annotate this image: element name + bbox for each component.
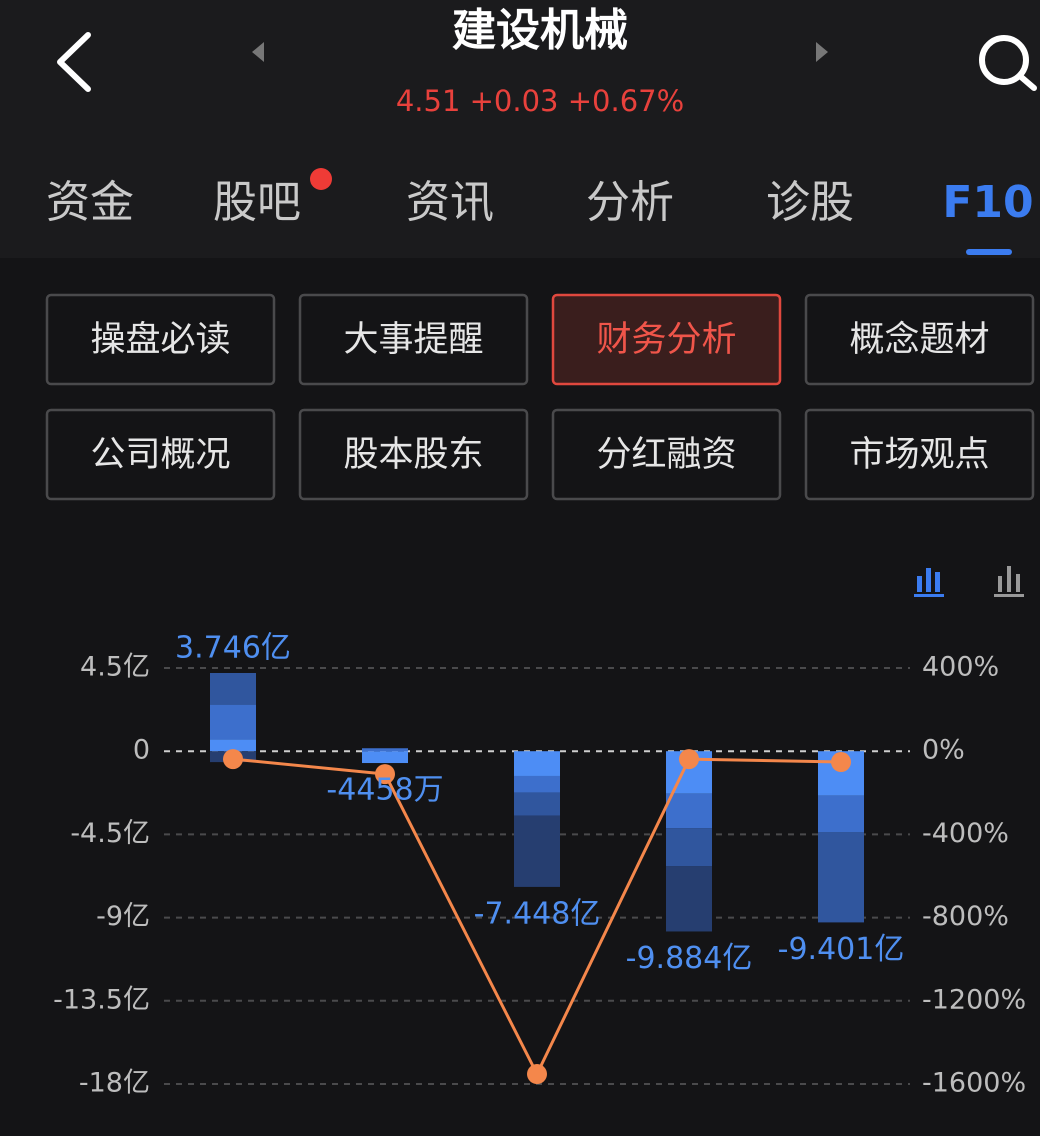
bar-segment: [362, 751, 408, 764]
tab[interactable]: F10: [942, 177, 1033, 228]
tabs: 资金 股吧 资讯 分析 诊股 F10: [46, 177, 1034, 228]
button-frame: [804, 293, 1035, 386]
chart-type-toggle: [914, 566, 1024, 597]
y2-tick-label: 400%: [922, 652, 999, 683]
y-tick-label: -4.5亿: [70, 818, 150, 849]
bar-segment: [514, 751, 560, 776]
menu-button[interactable]: 操盘必读: [45, 293, 276, 386]
icon-bar: [926, 568, 931, 592]
chart: 4.5亿0-4.5亿-9亿-13.5亿-18亿400%0%-400%-800%-…: [53, 630, 1026, 1098]
icon-bar: [998, 576, 1002, 592]
bar-segment: [210, 672, 256, 705]
value-label: -9.401亿: [778, 932, 905, 967]
menu-button[interactable]: 概念题材: [804, 293, 1035, 386]
button-label: 操盘必读: [90, 320, 230, 360]
bar-segment: [210, 704, 256, 740]
tab-indicator: [966, 249, 1012, 255]
badge-dot: [310, 168, 332, 190]
y2-tick-label: -800%: [922, 901, 1009, 932]
value-label: -7.448亿: [474, 896, 601, 931]
menu-button[interactable]: 大事提醒: [298, 293, 529, 386]
icon-bar: [917, 576, 922, 592]
next-stock[interactable]: [816, 42, 828, 62]
bar-segment: [514, 792, 560, 816]
y2-tick-label: -1200%: [922, 984, 1026, 1015]
button-label: 大事提醒: [343, 320, 483, 360]
bar-segment: [666, 793, 712, 829]
search-icon: [979, 35, 1029, 85]
y2-tick-label: 0%: [922, 735, 965, 766]
bar-segment: [818, 795, 864, 833]
icon-base: [914, 594, 944, 597]
y2-tick-label: -1600%: [922, 1068, 1026, 1099]
y2-tick-label: -400%: [922, 818, 1009, 849]
bar-segment: [818, 832, 864, 923]
button-label: 财务分析: [596, 320, 736, 360]
button-label: 公司概况: [90, 435, 230, 475]
tab[interactable]: 资金: [46, 177, 134, 228]
button-label: 股本股东: [343, 435, 483, 475]
menu-button[interactable]: 股本股东: [298, 408, 529, 501]
tab[interactable]: 资讯: [406, 177, 494, 228]
tab[interactable]: 股吧: [213, 177, 301, 228]
search-button[interactable]: [979, 35, 1037, 91]
bar-segment: [514, 775, 560, 793]
menu-button[interactable]: 财务分析: [551, 293, 782, 386]
button-label: 市场观点: [849, 435, 989, 475]
button-label: 分红融资: [596, 435, 736, 475]
menu-button[interactable]: 分红融资: [551, 408, 782, 501]
icon-base: [994, 594, 1024, 597]
button-frame: [551, 408, 782, 501]
menu-button[interactable]: 公司概况: [45, 408, 276, 501]
button-frame: [45, 293, 276, 386]
tab[interactable]: 诊股: [766, 177, 854, 228]
menu-button[interactable]: 市场观点: [804, 408, 1035, 501]
line-point: [831, 752, 851, 773]
bar-segment: [362, 748, 408, 752]
button-frame: [804, 408, 1035, 501]
icon-bar: [1007, 566, 1011, 592]
line-point: [679, 749, 699, 770]
y-tick-label: -9亿: [96, 901, 150, 932]
stacked-icon[interactable]: [914, 568, 944, 597]
y-tick-label: 0: [133, 735, 150, 766]
back-button[interactable]: [57, 32, 91, 92]
y-tick-label: -18亿: [79, 1068, 150, 1099]
line-point: [527, 1064, 547, 1085]
stock-title: 建设机械: [452, 5, 628, 56]
stock-quote: 4.51 +0.03 +0.67%: [396, 84, 684, 118]
y-tick-label: 4.5亿: [80, 652, 150, 683]
tab[interactable]: 分析: [586, 177, 674, 228]
button-frame: [45, 408, 276, 501]
prev-stock[interactable]: [252, 42, 264, 62]
bar-segment: [210, 739, 256, 752]
button-frame: [551, 293, 782, 386]
value-label: 3.746亿: [175, 630, 291, 665]
bar-segment: [666, 828, 712, 867]
bar-segment: [666, 866, 712, 932]
line-point: [223, 749, 243, 770]
value-label: -4458万: [326, 773, 443, 808]
icon-bar: [935, 572, 940, 592]
button-frame: [298, 408, 529, 501]
value-label: -9.884亿: [626, 941, 753, 976]
icon-bar: [1016, 574, 1020, 592]
bar-segment: [514, 815, 560, 887]
line-point: [375, 764, 395, 785]
button-label: 概念题材: [849, 320, 989, 360]
header-bg: [0, 0, 1040, 258]
search-handle: [1017, 73, 1037, 91]
single-icon[interactable]: [994, 566, 1024, 597]
y-tick-label: -13.5亿: [53, 984, 150, 1015]
button-frame: [298, 293, 529, 386]
